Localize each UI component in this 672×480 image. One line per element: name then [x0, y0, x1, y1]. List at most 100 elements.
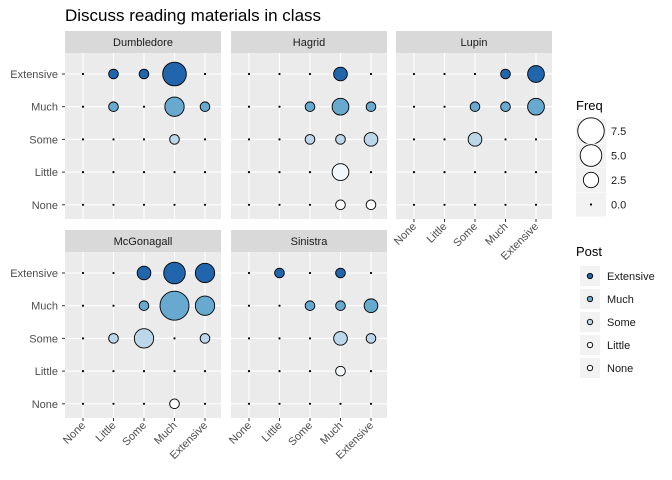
data-point: [308, 271, 312, 275]
data-point: [527, 65, 545, 83]
y-tick-label: None: [32, 200, 58, 212]
data-point: [308, 72, 312, 76]
data-point: [333, 66, 348, 82]
data-point: [173, 171, 176, 174]
legend-size-key: [579, 144, 603, 167]
data-point: [112, 203, 115, 206]
legend-size-label: 2.5: [611, 175, 626, 187]
data-point: [412, 72, 416, 76]
data-point: [112, 304, 115, 307]
data-point: [278, 337, 281, 340]
facet-strip-label: McGonagall: [114, 236, 173, 248]
data-point: [308, 337, 312, 340]
data-point: [199, 101, 211, 112]
data-point: [500, 68, 511, 80]
legend-fill-key: [586, 272, 594, 280]
points: [81, 61, 211, 206]
data-point: [369, 271, 373, 275]
x-tick-label: Some: [451, 221, 480, 250]
data-point: [308, 370, 312, 373]
facet-panel-lupin: Lupin: [396, 31, 552, 219]
data-point: [203, 72, 207, 76]
facet-strip: [65, 31, 221, 53]
x-tick-label: None: [392, 221, 419, 248]
data-point: [443, 72, 446, 76]
legend-fill-label: Extensive: [607, 271, 655, 283]
points: [412, 65, 545, 206]
data-point: [308, 203, 312, 206]
data-point: [412, 203, 416, 206]
data-point: [112, 171, 115, 174]
data-point: [247, 271, 251, 275]
data-point: [142, 138, 146, 141]
data-point: [194, 295, 216, 316]
data-point: [247, 171, 251, 174]
data-point: [443, 171, 446, 174]
data-point: [335, 134, 346, 145]
data-point: [308, 171, 312, 174]
data-point: [278, 138, 281, 141]
x-tick-label: Much: [318, 420, 346, 448]
data-point: [534, 138, 538, 141]
data-point: [112, 370, 115, 373]
data-point: [278, 304, 281, 307]
data-point: [335, 199, 346, 211]
data-point: [81, 304, 85, 307]
data-point: [194, 262, 216, 284]
data-point: [247, 337, 251, 340]
facet-strip-label: Dumbledore: [113, 37, 173, 49]
y-tick-label: Little: [35, 366, 58, 378]
legend-fill-label: Some: [607, 317, 636, 329]
data-point: [247, 203, 251, 206]
legend-fill-key: [586, 318, 594, 326]
data-point: [369, 72, 373, 76]
data-point: [164, 96, 185, 117]
data-point: [173, 370, 176, 373]
data-point: [81, 171, 85, 174]
data-point: [142, 203, 146, 206]
data-point: [112, 271, 115, 275]
legend-fill-label: Much: [607, 294, 634, 306]
data-point: [500, 101, 511, 112]
panel-background: [65, 53, 221, 219]
data-point: [365, 101, 377, 112]
x-tick-label: Little: [94, 420, 119, 445]
facet-strip: [231, 31, 387, 53]
legend-size-label: 5.0: [611, 151, 626, 163]
facet-strip: [65, 230, 221, 252]
data-point: [81, 370, 85, 373]
legend-fill-label: None: [607, 363, 633, 375]
legend-fill-label: Little: [607, 340, 630, 352]
data-point: [331, 163, 350, 181]
data-point: [369, 402, 373, 405]
data-point: [335, 365, 346, 377]
y-tick-label: None: [32, 399, 58, 411]
x-tick-label: Some: [120, 420, 149, 449]
legend-post: Post Extensive Much Some Little None: [576, 244, 655, 378]
data-point: [112, 402, 115, 405]
data-point: [369, 370, 373, 373]
data-point: [133, 328, 155, 349]
data-point: [81, 105, 85, 108]
chart-title: Discuss reading materials in class: [65, 6, 321, 25]
data-point: [443, 138, 446, 141]
data-point: [304, 134, 316, 145]
data-point: [81, 271, 85, 275]
data-point: [81, 72, 85, 76]
facet-strip: [396, 31, 552, 53]
legend-size-key: [589, 203, 593, 206]
data-point: [247, 304, 251, 307]
facet-strip-label: Hagrid: [293, 37, 325, 49]
legend-size-label: 7.5: [611, 126, 626, 138]
data-point: [363, 298, 379, 313]
data-point: [333, 331, 348, 346]
data-point: [81, 337, 85, 340]
data-point: [504, 171, 507, 174]
x-tick-label: None: [227, 420, 254, 447]
data-point: [247, 402, 251, 405]
facet-panels: Dumbledore Hagrid Lupin McGonagall Sinistra: [65, 31, 552, 418]
data-point: [108, 101, 119, 112]
y-tick-label: Extensive: [10, 69, 58, 81]
y-tick-label: Much: [31, 301, 58, 313]
data-point: [469, 101, 481, 112]
